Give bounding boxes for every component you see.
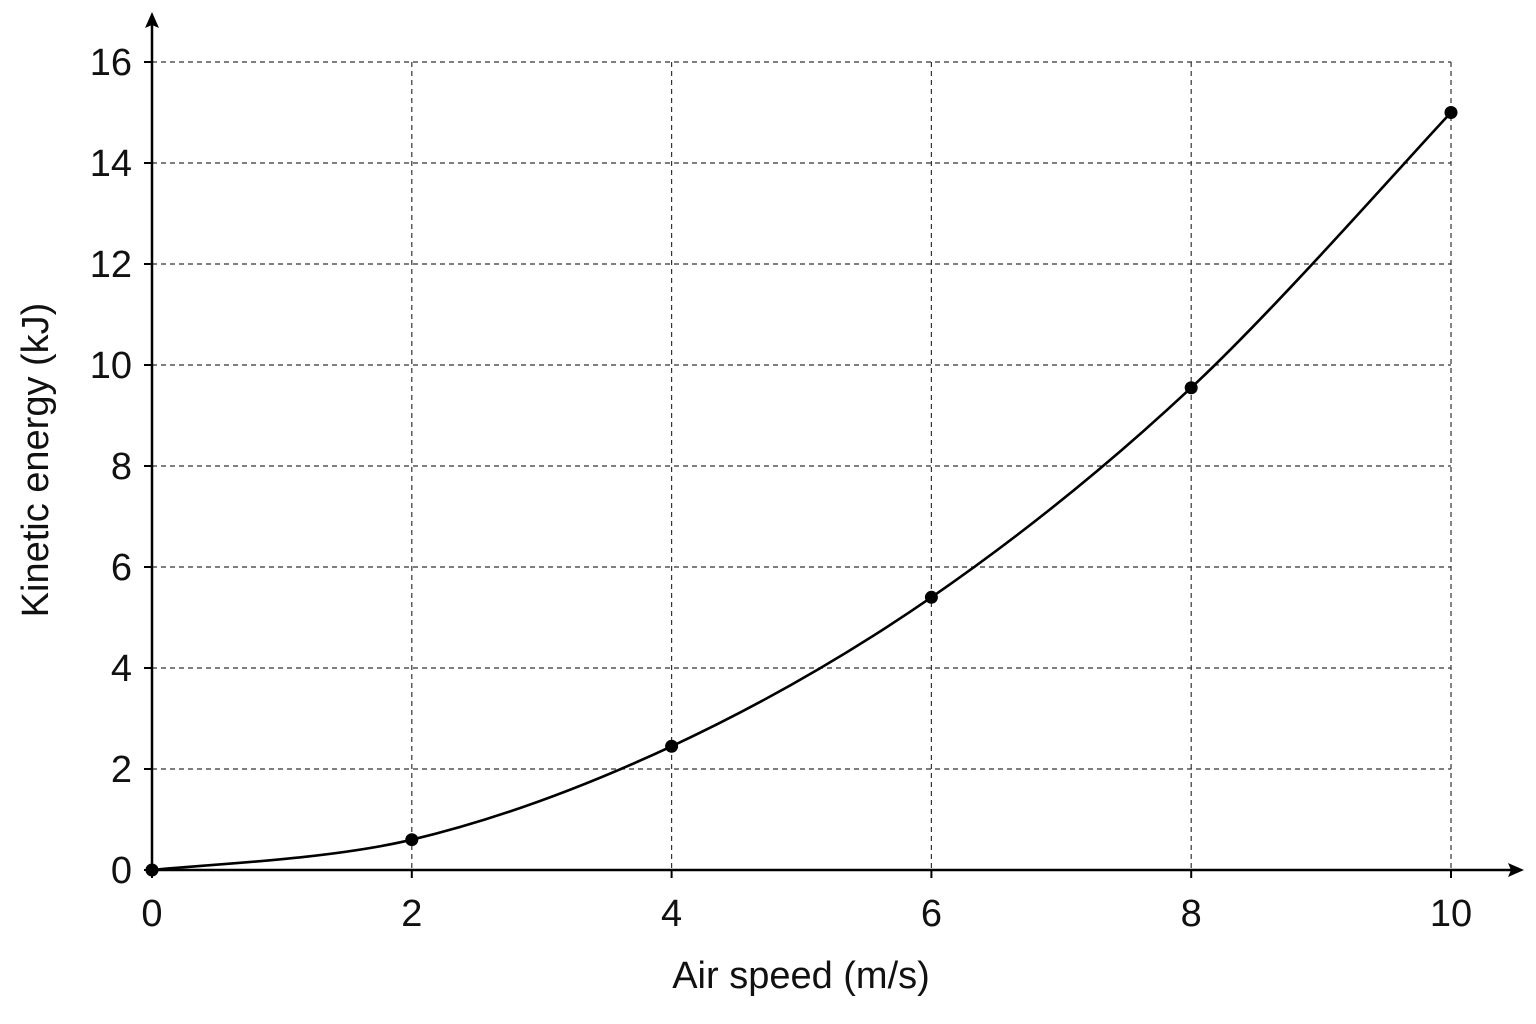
data-point-8: [1184, 381, 1198, 395]
x-tick-label-2: 2: [401, 893, 422, 935]
y-axis-arrow-icon: [145, 12, 159, 28]
y-tick-label-4: 4: [111, 648, 132, 690]
y-axis-title: Kinetic energy (kJ): [15, 303, 57, 618]
data-point-2: [405, 833, 419, 847]
grid: [152, 61, 1452, 870]
x-tick-label-6: 6: [921, 893, 942, 935]
data-point-10: [1444, 106, 1458, 119]
x-tick-label-0: 0: [141, 893, 162, 935]
x-tick-label-4: 4: [661, 893, 682, 935]
y-tick-label-16: 16: [90, 42, 132, 84]
x-tick-label-8: 8: [1181, 893, 1202, 935]
y-tick-label-8: 8: [111, 446, 132, 488]
y-tick-label-0: 0: [111, 850, 132, 892]
data-point-4: [665, 739, 679, 753]
x-axis-arrow-icon: [1508, 863, 1524, 877]
y-tick-label-14: 14: [90, 143, 132, 185]
series-line-0: [151, 111, 1452, 872]
data-point-6: [924, 590, 938, 604]
x-axis-title: Air speed (m/s): [672, 955, 930, 997]
tick-labels: 0 2 4 6 8 10 12 14 16 0 2 4 6 8 10: [90, 42, 1472, 935]
y-tick-label-6: 6: [111, 547, 132, 589]
y-tick-label-10: 10: [90, 345, 132, 387]
series: [145, 106, 1458, 877]
y-tick-label-2: 2: [111, 749, 132, 791]
data-point-0: [145, 863, 159, 877]
y-tick-label-12: 12: [90, 244, 132, 286]
axes: [145, 12, 1524, 877]
x-tick-label-10: 10: [1430, 893, 1472, 935]
